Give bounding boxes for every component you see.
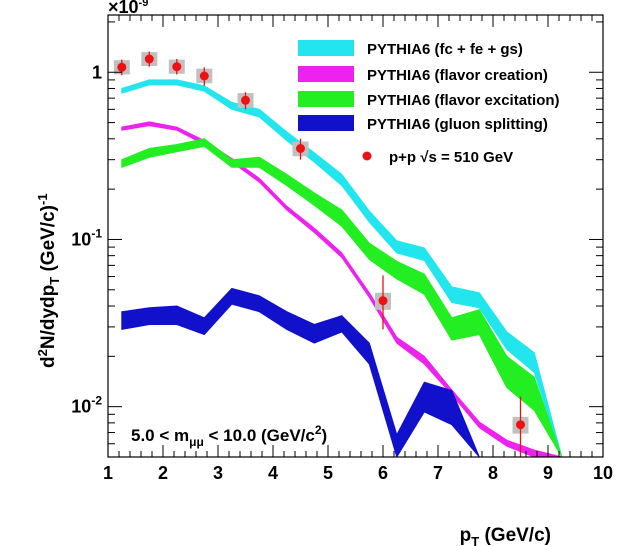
x-tick-label-5: 5 [323, 463, 333, 483]
series-bands [121, 79, 563, 457]
y-axis-title: d2N/dydpT (GeV/c)-1 [35, 193, 62, 368]
legend-label-flavor-creation: PYTHIA6 (flavor creation) [367, 67, 548, 84]
axes: 1 2 3 4 5 6 7 8 9 10 1 10-1 10-2 [71, 15, 613, 483]
y-tick-label-3: 10-2 [71, 394, 102, 417]
y-tick-label-1: 1 [92, 62, 102, 82]
series-band-4 [121, 287, 562, 457]
x-axis-title: pT (GeV/c) [460, 525, 551, 546]
series-band-3 [121, 138, 563, 457]
legend-swatch-cyan [298, 40, 354, 56]
mass-range-annotation: 5.0 < mμμ < 10.0 (GeV/c2) [131, 423, 327, 449]
x-tick-label-2: 2 [158, 463, 168, 483]
series-band-2 [121, 121, 562, 457]
data-point-8 [516, 420, 525, 430]
x-tick-label-10: 10 [593, 463, 613, 483]
x-tick-label-7: 7 [433, 463, 443, 483]
legend-label-gluon-splitting: PYTHIA6 (gluon splitting) [367, 116, 548, 133]
data-point-2 [144, 54, 154, 64]
legend-label-flavor-excitation: PYTHIA6 (flavor excitation) [367, 92, 560, 109]
x-tick-label-3: 3 [213, 463, 223, 483]
data-point-3 [172, 62, 182, 72]
data-point-4 [199, 71, 209, 81]
data-point-1 [117, 62, 127, 72]
x-tick-label-8: 8 [488, 463, 498, 483]
series-band-1 [121, 79, 563, 457]
legend-label-data: p+p √s = 510 GeV [389, 149, 513, 166]
x-tick-label-1: 1 [103, 463, 113, 483]
legend-marker-data [362, 151, 372, 161]
x-tick-label-4: 4 [268, 463, 278, 483]
y-multiplier: ×10-9 [108, 0, 148, 17]
legend: PYTHIA6 (fc + fe + gs) PYTHIA6 (flavor c… [298, 40, 560, 166]
legend-swatch-green [298, 91, 354, 107]
x-tick-label-9: 9 [543, 463, 553, 483]
legend-label-total: PYTHIA6 (fc + fe + gs) [367, 41, 523, 58]
legend-swatch-magenta [298, 66, 354, 82]
data-point-7 [378, 296, 388, 306]
y-tick-label-2: 10-1 [71, 226, 102, 249]
x-tick-label-6: 6 [378, 463, 388, 483]
data-points [113, 51, 529, 457]
plot-frame [107, 14, 604, 458]
legend-swatch-blue [298, 115, 354, 131]
data-point-6 [296, 144, 305, 153]
data-point-5 [241, 95, 250, 105]
